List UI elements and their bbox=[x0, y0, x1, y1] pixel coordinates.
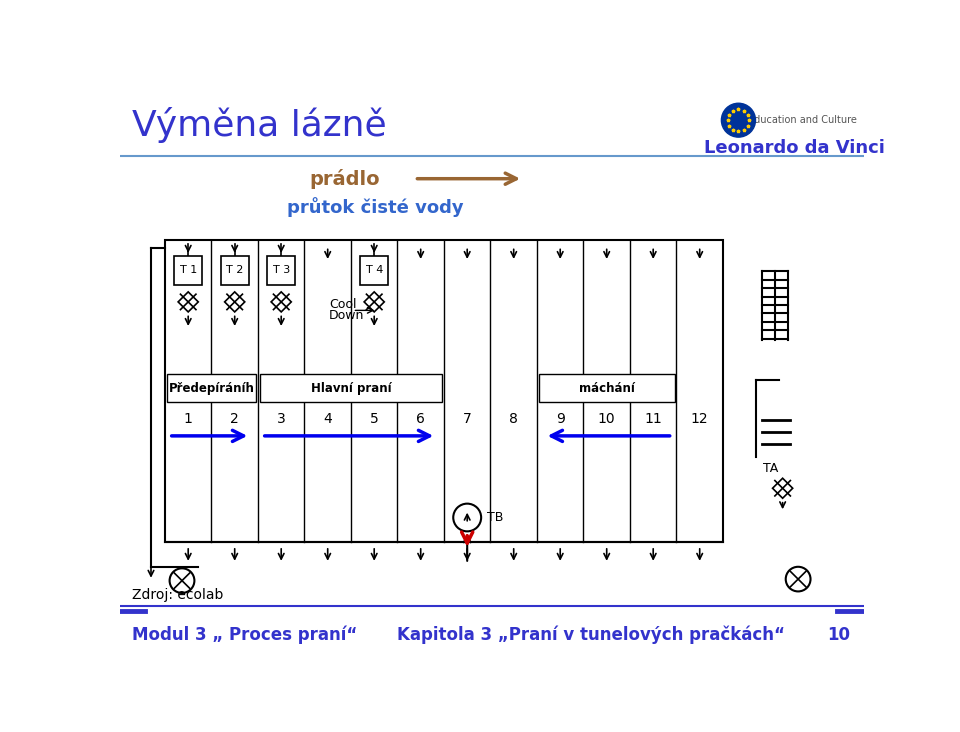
Text: 5: 5 bbox=[370, 412, 378, 426]
Text: 11: 11 bbox=[644, 412, 662, 426]
Text: Leonardo da Vinci: Leonardo da Vinci bbox=[704, 139, 885, 157]
Text: 10: 10 bbox=[598, 412, 615, 426]
Text: Kapitola 3 „Praní v tunelových pračkách“: Kapitola 3 „Praní v tunelových pračkách“ bbox=[397, 625, 785, 643]
Bar bbox=[539, 374, 675, 402]
Text: Hlavní praní: Hlavní praní bbox=[311, 381, 392, 395]
Text: T 3: T 3 bbox=[273, 265, 290, 275]
Text: 2: 2 bbox=[230, 412, 239, 426]
Text: Modul 3 „ Proces praní“: Modul 3 „ Proces praní“ bbox=[132, 625, 357, 643]
Text: T 2: T 2 bbox=[226, 265, 244, 275]
Text: 7: 7 bbox=[463, 412, 471, 426]
Text: 10: 10 bbox=[828, 626, 850, 643]
Text: TA: TA bbox=[763, 463, 779, 476]
Circle shape bbox=[721, 103, 756, 137]
Bar bbox=[165, 240, 723, 542]
Text: TB: TB bbox=[487, 511, 503, 524]
Text: Cool: Cool bbox=[329, 299, 357, 312]
Text: 1: 1 bbox=[183, 412, 193, 426]
Text: 9: 9 bbox=[556, 412, 564, 426]
Text: Předepíráníh: Předepíráníh bbox=[169, 381, 254, 395]
Bar bbox=[259, 374, 443, 402]
Text: T 1: T 1 bbox=[180, 265, 197, 275]
Bar bbox=[360, 255, 388, 285]
Text: 8: 8 bbox=[509, 412, 518, 426]
Bar bbox=[175, 255, 203, 285]
Text: Výměna lázně: Výměna lázně bbox=[132, 107, 386, 143]
Text: průtok čisté vody: průtok čisté vody bbox=[287, 197, 464, 217]
Bar bbox=[221, 255, 249, 285]
Text: máchání: máchání bbox=[579, 381, 635, 395]
Text: Down: Down bbox=[329, 309, 365, 322]
Bar bbox=[166, 374, 256, 402]
Bar bbox=[267, 255, 295, 285]
Text: prádlo: prádlo bbox=[309, 168, 380, 189]
Text: T 4: T 4 bbox=[366, 265, 383, 275]
Text: Zdroj: ecolab: Zdroj: ecolab bbox=[132, 588, 223, 602]
Text: 12: 12 bbox=[691, 412, 708, 426]
Text: 4: 4 bbox=[324, 412, 332, 426]
Text: 3: 3 bbox=[276, 412, 285, 426]
Text: 6: 6 bbox=[417, 412, 425, 426]
Text: Education and Culture: Education and Culture bbox=[748, 115, 856, 125]
